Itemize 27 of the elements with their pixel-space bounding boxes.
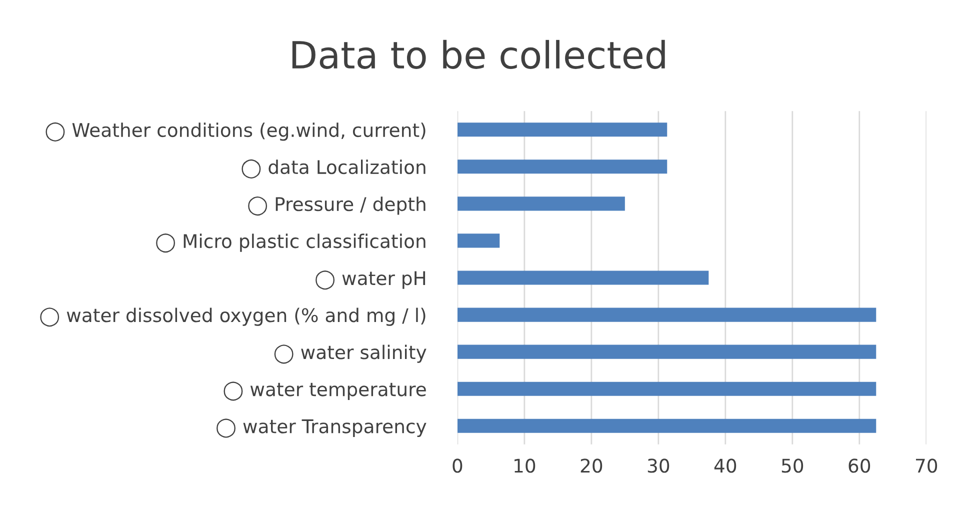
y-tick-label: ◯ Micro plastic classification — [156, 234, 426, 253]
bar — [457, 122, 668, 137]
y-tick-label: ◯ data Localization — [242, 159, 426, 179]
x-tick-label: 10 — [514, 458, 536, 473]
x-tick-label: 50 — [782, 458, 804, 473]
y-tick-label: ◯ Pressure / depth — [248, 196, 426, 216]
bar — [457, 234, 500, 248]
y-tick-label: ◯ Weather conditions (eg.wind, current) — [46, 122, 426, 142]
bar — [457, 160, 668, 174]
y-tick-label: ◯ water pH — [316, 270, 426, 290]
bar — [457, 344, 876, 359]
y-tick-label: ◯ water temperature — [224, 382, 426, 401]
x-tick-label: 40 — [714, 458, 736, 473]
y-tick-label: ◯ water Transparency — [216, 418, 426, 438]
bar — [457, 308, 876, 322]
bar — [457, 418, 876, 433]
bar — [457, 382, 876, 396]
y-tick-label: ◯ water salinity — [274, 344, 426, 364]
x-tick-label: 70 — [916, 458, 938, 473]
x-tick-label: 60 — [848, 458, 870, 473]
x-tick-label: 30 — [648, 458, 670, 473]
bar — [457, 270, 709, 285]
x-tick-label: 0 — [452, 458, 462, 473]
y-tick-label: ◯ water dissolved oxygen (% and mg / l) — [40, 308, 426, 327]
x-tick-label: 20 — [580, 458, 602, 473]
chart-title: Data to be collected — [292, 40, 665, 69]
bar — [457, 196, 625, 211]
